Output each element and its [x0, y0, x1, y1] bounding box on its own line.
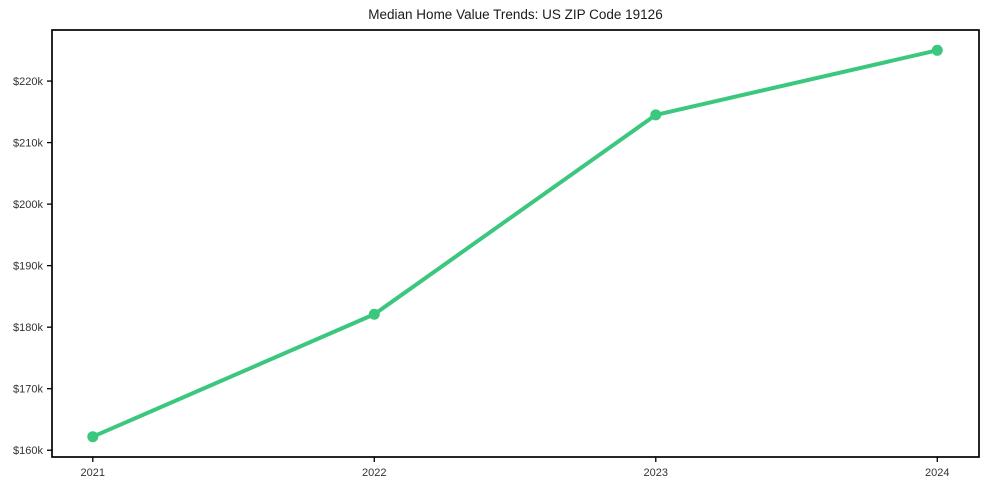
data-point-2023: [650, 109, 662, 121]
y-tick-label: $220k: [13, 76, 43, 88]
y-tick-label: $210k: [13, 138, 43, 150]
y-tick-label: $190k: [13, 261, 43, 273]
trend-line: [90, 48, 940, 439]
y-tick-label: $200k: [13, 199, 43, 211]
y-tick-label: $160k: [13, 445, 43, 457]
data-point-2022: [368, 308, 380, 320]
data-point-2021: [87, 431, 99, 443]
x-tick-label: 2024: [925, 467, 949, 479]
x-tick-label: 2021: [81, 467, 105, 479]
data-point-2024: [931, 44, 943, 56]
y-tick-label: $180k: [13, 322, 43, 334]
x-tick-label: 2022: [362, 467, 386, 479]
y-tick-label: $170k: [13, 384, 43, 396]
chart-title: Median Home Value Trends: US ZIP Code 19…: [368, 7, 663, 22]
plot-border: [51, 29, 980, 458]
x-tick-label: 2023: [644, 467, 668, 479]
